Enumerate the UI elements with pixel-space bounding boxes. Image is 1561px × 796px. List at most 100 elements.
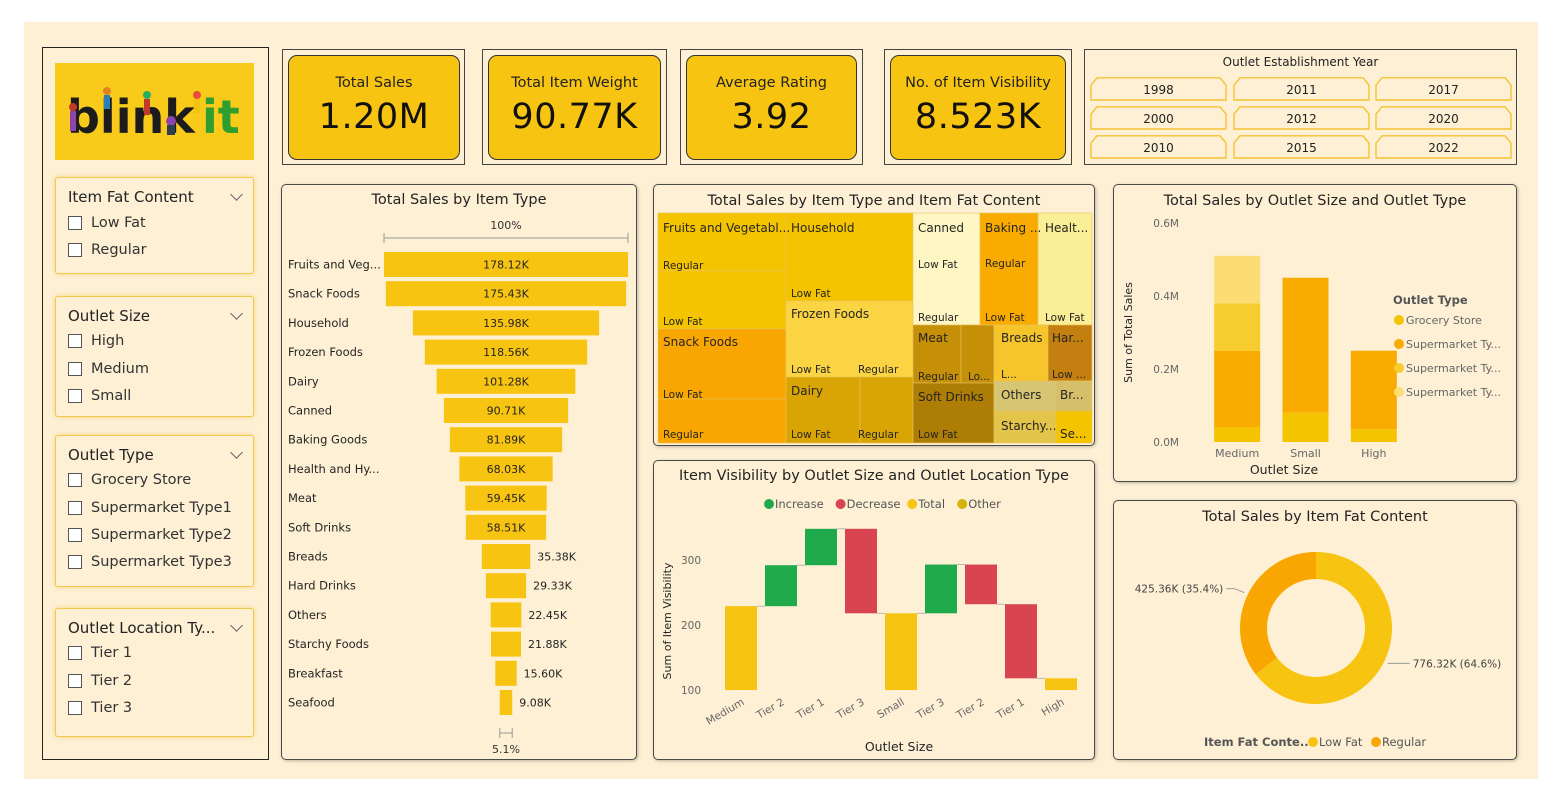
logo-text-green: it	[202, 90, 240, 144]
funnel-value-label: 175.43K	[483, 288, 529, 301]
kpi-total-sales[interactable]: Total Sales 1.20M	[288, 55, 460, 160]
slicer-option[interactable]: Tier 3	[68, 698, 132, 718]
checkbox[interactable]	[68, 243, 82, 257]
year-label: 1998	[1143, 83, 1174, 97]
funnel-value-label: 101.28K	[483, 375, 529, 388]
checkbox[interactable]	[68, 646, 82, 660]
checkbox[interactable]	[68, 473, 82, 487]
treemap-label: Har...	[1052, 331, 1084, 345]
funnel-category-label: Seafood	[288, 696, 335, 710]
kpi-item-visibility[interactable]: No. of Item Visibility 8.523K	[890, 55, 1066, 160]
outlet-stack-panel[interactable]: Total Sales by Outlet Size and Outlet Ty…	[1113, 184, 1517, 482]
funnel-category-label: Dairy	[288, 374, 319, 388]
year-slicer[interactable]: Outlet Establishment Year 1998 2011 2017 20…	[1084, 49, 1517, 165]
slicer-option[interactable]: Tier 2	[68, 671, 132, 691]
funnel-value-label: 22.45K	[528, 609, 567, 622]
kpi-average-rating[interactable]: Average Rating 3.92	[686, 55, 857, 160]
funnel-chart-panel[interactable]: Total Sales by Item Type 100% Fruits and …	[281, 184, 637, 760]
chevron-down-icon[interactable]	[230, 188, 243, 201]
treemap-label: Low ...	[1052, 369, 1086, 381]
waterfall-panel[interactable]: Item Visibility by Outlet Size and Outle…	[653, 460, 1095, 760]
option-label: Medium	[91, 361, 149, 377]
funnel-category-label: Health and Hy...	[288, 462, 380, 476]
slicer-outlet-size[interactable]: Outlet Size High Medium Small	[55, 296, 254, 417]
checkbox[interactable]	[68, 555, 82, 569]
treemap-label: Household	[791, 221, 855, 235]
year-button[interactable]: 2010	[1090, 135, 1227, 159]
funnel-category-label: Others	[288, 608, 327, 622]
funnel-category-label: Canned	[288, 404, 332, 418]
slicer-option[interactable]: Medium	[68, 359, 149, 379]
year-label: 2000	[1143, 112, 1174, 126]
slicer-option[interactable]: Regular	[68, 240, 147, 260]
treemap-label: Baking ...	[985, 221, 1041, 235]
funnel-bar	[481, 544, 531, 569]
checkbox[interactable]	[68, 389, 82, 403]
treemap-tile	[1055, 410, 1093, 444]
y-tick-label: 0.6M	[1153, 218, 1179, 230]
treemap-tile	[993, 410, 1057, 444]
slicer-title: Outlet Type	[68, 446, 154, 464]
chart-title: Total Sales by Item Fat Content	[1202, 509, 1428, 525]
funnel-top-percent: 100%	[490, 219, 521, 232]
slicer-option[interactable]: Supermarket Type3	[68, 552, 232, 572]
x-tick-label: Small	[1290, 447, 1321, 460]
slicer-option[interactable]: Grocery Store	[68, 470, 191, 490]
legend-title: Outlet Type	[1393, 293, 1468, 307]
year-button[interactable]: 2000	[1090, 106, 1227, 130]
funnel-category-label: Meat	[288, 491, 317, 505]
slicer-option[interactable]: Supermarket Type2	[68, 525, 232, 545]
kpi-total-item-weight[interactable]: Total Item Weight 90.77K	[488, 55, 661, 160]
checkbox[interactable]	[68, 701, 82, 715]
legend-label: Decrease	[847, 497, 901, 511]
treemap-label: Lo...	[968, 371, 990, 383]
slicer-outlet-type[interactable]: Outlet Type Grocery Store Supermarket Ty…	[55, 435, 254, 587]
donut-panel[interactable]: Total Sales by Item Fat Content 776.32K …	[1113, 500, 1517, 760]
slicer-item-fat-content[interactable]: Item Fat Content Low Fat Regular	[55, 177, 254, 274]
waterfall-bar	[725, 606, 757, 690]
chevron-down-icon[interactable]	[230, 307, 243, 320]
slice-label: 425.36K (35.4%)	[1135, 584, 1224, 596]
funnel-bar	[485, 573, 527, 599]
slicer-option[interactable]: Supermarket Type1	[68, 498, 232, 518]
treemap-label: Regular	[985, 258, 1026, 270]
slicer-outlet-location-type[interactable]: Outlet Location Ty... Tier 1 Tier 2 Tier…	[55, 608, 254, 737]
chevron-down-icon[interactable]	[230, 446, 243, 459]
slicer-option[interactable]: Small	[68, 386, 131, 406]
legend-marker	[835, 499, 846, 509]
y-axis-title: Sum of Item Visibility	[661, 562, 674, 679]
year-button[interactable]: 2020	[1375, 106, 1512, 130]
checkbox[interactable]	[68, 216, 82, 230]
chevron-down-icon[interactable]	[230, 619, 243, 632]
legend-label: Increase	[775, 497, 824, 511]
year-button[interactable]: 2017	[1375, 77, 1512, 101]
slicer-option[interactable]: Tier 1	[68, 643, 132, 663]
year-button[interactable]: 1998	[1090, 77, 1227, 101]
year-button[interactable]: 2015	[1233, 135, 1370, 159]
slicer-title: Outlet Size	[68, 307, 151, 325]
waterfall-bar	[1005, 604, 1037, 679]
treemap-tile	[1047, 324, 1093, 382]
funnel-value-label: 81.89K	[487, 434, 526, 447]
checkbox[interactable]	[68, 362, 82, 376]
treemap-label: Dairy	[791, 384, 823, 398]
treemap-label: Fruits and Vegetabl...	[663, 221, 790, 235]
logo-text-black: blink	[67, 90, 196, 144]
treemap-label: Breads	[1001, 331, 1043, 345]
year-button[interactable]: 2022	[1375, 135, 1512, 159]
year-button[interactable]: 2012	[1233, 106, 1370, 130]
x-tick-label: Tier 2	[754, 696, 787, 722]
treemap-label: Starchy...	[1001, 419, 1056, 433]
treemap-tile	[785, 212, 914, 302]
checkbox[interactable]	[68, 501, 82, 515]
checkbox[interactable]	[68, 334, 82, 348]
waterfall-chart: Increase Decrease Total Other 100 200 300 Sum o…	[661, 497, 1077, 754]
checkbox[interactable]	[68, 528, 82, 542]
slicer-option[interactable]: Low Fat	[68, 213, 146, 233]
treemap-panel[interactable]: Total Sales by Item Type and Item Fat Co…	[653, 184, 1095, 446]
slicer-option[interactable]: High	[68, 331, 124, 351]
year-button[interactable]: 2011	[1233, 77, 1370, 101]
checkbox[interactable]	[68, 674, 82, 688]
chart-title: Total Sales by Item Type and Item Fat Co…	[707, 193, 1041, 209]
treemap-label: Low Fat	[791, 364, 831, 376]
